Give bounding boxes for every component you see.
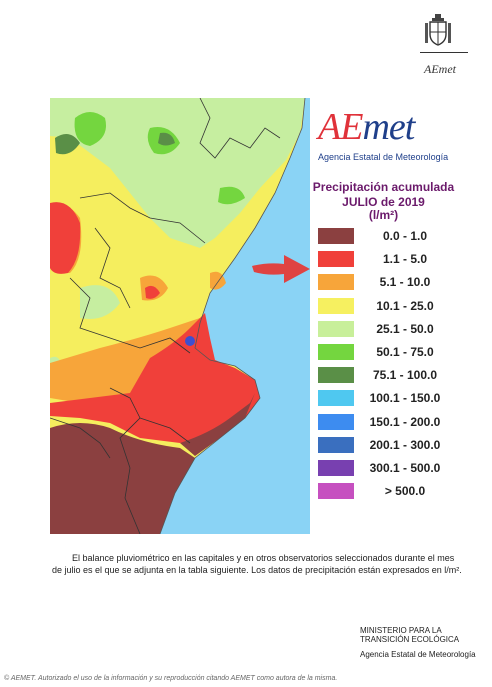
dark-green-patch <box>55 134 80 155</box>
province-boundary <box>109 387 141 534</box>
red-zone <box>50 313 260 443</box>
legend-swatch <box>318 367 354 384</box>
legend-title: Precipitación acumulada <box>312 180 455 194</box>
red-zone <box>50 202 81 274</box>
agency-name: Agencia Estatal de Meteorología <box>360 650 476 659</box>
legend-label: 150.1 - 200.0 <box>369 414 441 429</box>
dark-zone <box>50 423 195 534</box>
legend-label: 25.1 - 50.0 <box>376 321 434 336</box>
legend-swatch <box>318 460 354 476</box>
station-dot <box>185 336 195 346</box>
dark-green-patch <box>158 132 175 146</box>
red-patch <box>145 285 160 299</box>
green-patch <box>218 186 245 205</box>
province-boundary <box>94 227 131 309</box>
red-arrow-icon <box>250 252 312 291</box>
ministry-block: MINISTERIO PARA LA TRANSICIÓN ECOLÓGICA <box>360 626 480 644</box>
legend-swatch <box>318 390 354 407</box>
legend-label: 300.1 - 500.0 <box>369 461 441 475</box>
legend-label: 200.1 - 300.0 <box>369 437 441 452</box>
dark-zone <box>180 393 255 456</box>
aemet-small-logo: AEmet <box>424 62 456 76</box>
province-boundary <box>79 192 206 244</box>
legend-label: > 500.0 <box>384 484 426 499</box>
header-rule <box>420 52 468 53</box>
legend-swatch <box>318 483 354 500</box>
legend-unit: (l/m²) <box>368 208 399 222</box>
legend-label: 5.1 - 10.0 <box>379 275 431 290</box>
legend-period: JULIO de 2019 <box>342 195 425 209</box>
province-boundary <box>69 277 191 354</box>
precipitation-map <box>50 98 310 534</box>
ministry-line: TRANSICIÓN ECOLÓGICA <box>360 635 460 644</box>
province-boundary <box>139 417 191 444</box>
legend-label: 10.1 - 25.0 <box>376 298 434 313</box>
ministry-line: MINISTERIO PARA LA <box>360 626 442 635</box>
legend-label: 1.1 - 5.0 <box>382 252 428 267</box>
legend-swatch <box>318 436 354 453</box>
legend-label: 75.1 - 100.0 <box>372 368 438 383</box>
aemet-brand-logo: AEmet <box>318 106 415 148</box>
green-patch <box>74 112 106 146</box>
agency-subtitle: Agencia Estatal de Meteorología <box>318 152 449 162</box>
legend-swatch <box>318 297 354 314</box>
legend-swatch <box>318 344 354 360</box>
light-green-zone <box>50 98 305 248</box>
copyright-footer: © AEMET. Autorizado el uso de la informa… <box>4 675 338 682</box>
legend-swatch <box>318 274 354 291</box>
legend-label: 100.1 - 150.0 <box>369 391 441 406</box>
legend-swatch <box>318 320 354 337</box>
note-paragraph: El balance pluviométrico en las capitale… <box>52 553 462 575</box>
legend-swatch <box>318 251 354 268</box>
legend-swatch <box>318 413 354 430</box>
coastline <box>159 98 306 534</box>
legend-swatch <box>318 228 354 244</box>
light-green-patch <box>80 285 120 319</box>
spanish-coat-of-arms-icon <box>424 14 452 46</box>
legend-label: 50.1 - 75.0 <box>376 345 434 359</box>
province-boundary <box>50 417 111 459</box>
province-boundary <box>199 98 281 159</box>
legend-label: 0.0 - 1.0 <box>382 229 428 243</box>
